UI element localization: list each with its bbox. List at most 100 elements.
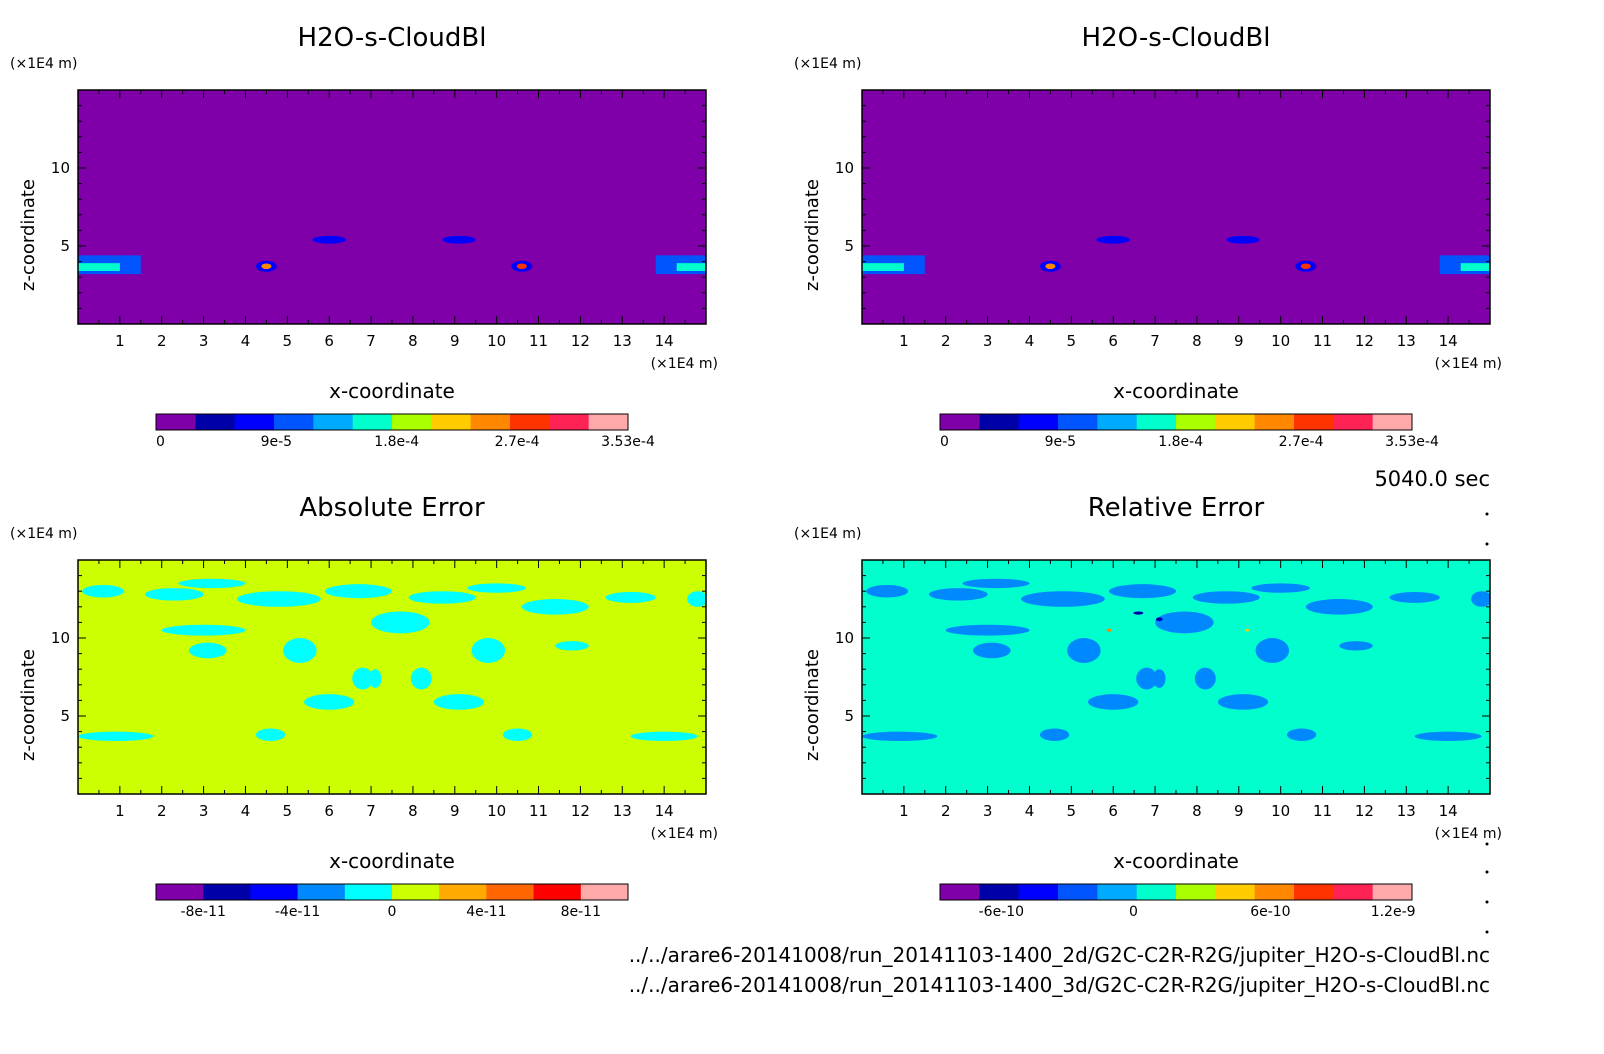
heatmap-blob-22	[502, 728, 533, 741]
heatmap-blob-11	[687, 591, 706, 607]
x-tick-label-7: 8	[408, 802, 418, 820]
heatmap-blob-17	[1152, 669, 1166, 688]
colorbar-label-2: 0	[388, 904, 397, 920]
heatmap-blob-1	[144, 588, 204, 601]
colorbar-swatch-1	[979, 414, 1020, 430]
colorbar-swatch-10	[1333, 414, 1374, 430]
colorbar-label-2: 1.8e-4	[374, 434, 419, 450]
x-axis-label: x-coordinate	[329, 379, 455, 403]
colorbar-swatch-2	[234, 414, 275, 430]
heatmap-blob-20	[1217, 694, 1269, 710]
heatmap-blob-11	[1471, 591, 1490, 607]
colorbar-swatch-11	[1372, 414, 1413, 430]
file-path-1: ../../arare6-20141008/run_20141103-1400_…	[629, 943, 1490, 967]
heatmap-blob-12	[188, 642, 227, 659]
y-tick-label-0: 5	[60, 707, 70, 725]
x-tick-label-13: 14	[655, 332, 674, 350]
margin-dot-4	[1485, 900, 1489, 904]
colorbar-swatch-0	[156, 414, 196, 430]
colorbar-label-1: -4e-11	[275, 904, 320, 920]
colorbar-swatch-4	[1097, 414, 1138, 430]
colorbar-swatch-11	[588, 414, 629, 430]
heatmap-blob-24	[630, 731, 698, 741]
heatmap-band-1	[862, 263, 904, 271]
heatmap-blob-7	[1300, 263, 1311, 270]
heatmap-blob-0	[82, 584, 125, 598]
colorbar-label-0: -6e-10	[979, 904, 1024, 920]
heatmap-blob-20	[433, 694, 485, 710]
y-tick-label-0: 5	[844, 707, 854, 725]
heatmap-blob-16	[1136, 667, 1158, 690]
heatmap-blob-8	[467, 583, 526, 593]
colorbar-frame	[155, 883, 629, 901]
heatmap-blob-15	[1339, 641, 1373, 651]
heatmap-blob-4	[1021, 591, 1105, 607]
heatmap-blob-15	[555, 641, 589, 651]
heatmap-blob-10	[605, 591, 656, 603]
x-tick-label-6: 7	[366, 802, 376, 820]
colorbar-swatch-4	[313, 414, 354, 430]
margin-dot-0	[1485, 512, 1489, 516]
heatmap-blob-6	[371, 611, 430, 634]
x-tick-label-5: 6	[1108, 332, 1118, 350]
chart-title: Absolute Error	[299, 493, 485, 523]
colorbar-swatch-10	[1333, 884, 1374, 900]
x-tick-label-2: 3	[983, 802, 993, 820]
colorbar-label-4: 3.53e-4	[1385, 434, 1439, 450]
heatmap-blob-10	[1389, 591, 1440, 603]
heatmap-blob-21	[1039, 728, 1070, 741]
y-tick-label-0: 5	[60, 237, 70, 255]
x-tick-label-6: 7	[366, 332, 376, 350]
heatmap-blob-25	[1133, 611, 1144, 615]
colorbar-swatch-5	[1136, 414, 1177, 430]
heatmap-blob-1	[928, 588, 988, 601]
x-tick-label-13: 14	[655, 802, 674, 820]
heatmap-blob-18	[410, 667, 432, 690]
x-tick-label-13: 14	[1439, 802, 1458, 820]
x-tick-label-12: 13	[1397, 802, 1416, 820]
colorbar-swatch-0	[940, 884, 980, 900]
x-tick-label-0: 1	[115, 802, 125, 820]
y-unit-label: (×1E4 m)	[10, 56, 77, 72]
x-tick-label-5: 6	[324, 802, 334, 820]
x-tick-label-2: 3	[983, 332, 993, 350]
chart-panel-2: H2O-s-CloudBl(×1E4 m)1 2 3 4 5 6 7 8 9 10 11 12 13 14…	[794, 23, 1502, 450]
x-tick-label-9: 10	[1271, 332, 1290, 350]
x-tick-label-8: 9	[1234, 802, 1244, 820]
y-axis-label: z-coordinate	[18, 649, 39, 761]
x-tick-label-4: 5	[1067, 802, 1077, 820]
heatmap-blob-2	[161, 624, 246, 636]
x-tick-label-6: 7	[1150, 802, 1160, 820]
y-axis-label: z-coordinate	[18, 179, 39, 291]
x-tick-label-10: 11	[529, 332, 548, 350]
colorbar-swatch-9	[1294, 884, 1334, 900]
margin-dot-3	[1485, 870, 1489, 874]
x-tick-label-0: 1	[899, 332, 909, 350]
y-tick-label-0: 5	[844, 237, 854, 255]
y-tick-label-1: 10	[835, 159, 854, 177]
heatmap-blob-26	[1155, 617, 1163, 622]
x-axis-label: x-coordinate	[1113, 379, 1239, 403]
x-tick-label-9: 10	[1271, 802, 1290, 820]
x-tick-label-9: 10	[487, 802, 506, 820]
heatmap-blob-8	[1251, 583, 1310, 593]
chart-title: H2O-s-CloudBl	[298, 23, 487, 53]
colorbar-swatch-9	[580, 884, 629, 900]
x-tick-label-12: 13	[613, 332, 632, 350]
heatmap-blob-23	[78, 731, 154, 741]
heatmap-blob-19	[1088, 694, 1139, 710]
heatmap-band-3	[1460, 263, 1490, 271]
x-tick-label-10: 11	[1313, 802, 1332, 820]
colorbar-swatch-11	[1372, 884, 1413, 900]
x-tick-label-7: 8	[1192, 332, 1202, 350]
x-tick-label-4: 5	[283, 802, 293, 820]
heatmap-features	[862, 235, 1490, 275]
heatmap-blob-27	[1106, 628, 1112, 632]
colorbar-swatch-3	[1058, 414, 1098, 430]
x-tick-label-3: 4	[1025, 802, 1035, 820]
y-axis-label: z-coordinate	[802, 649, 823, 761]
y-unit-label: (×1E4 m)	[10, 526, 77, 542]
heatmap-band-3	[676, 263, 706, 271]
x-tick-label-2: 3	[199, 802, 209, 820]
colorbar-label-1: 0	[1129, 904, 1138, 920]
